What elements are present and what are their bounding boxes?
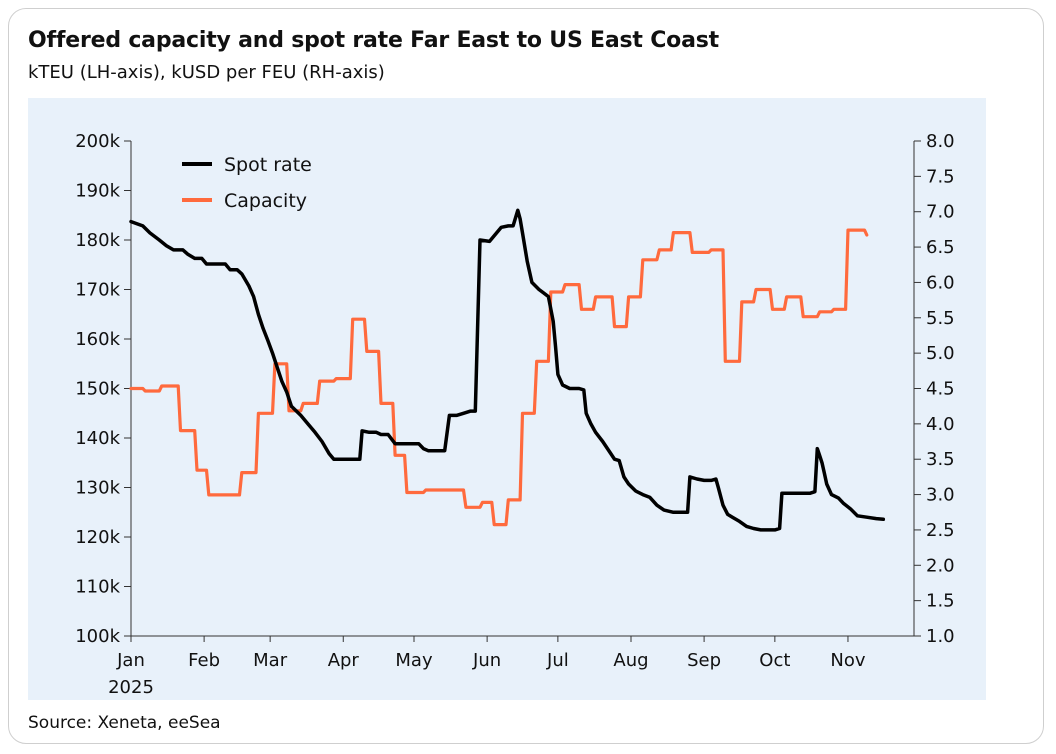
y-left-tick-label: 120k [75,527,120,548]
series-group [129,208,886,532]
x-tick-label: Mar [253,650,288,671]
y-left-tick-label: 140k [75,428,120,449]
y-left-tick-label: 200k [75,131,120,152]
legend: Spot rate Capacity [182,154,312,212]
y-right-tick-label: 1.0 [926,626,955,647]
series-line-spot-rate [129,208,886,532]
y-right-tick-label: 3.5 [926,449,955,470]
x-tick-label: Aug [613,650,648,671]
x-tick-label: Feb [188,650,220,671]
axes-group: 100k 110k 120k 130k 140k 150k 160k 170k 180k 190k… [75,131,954,698]
chart-subtitle: kTEU (LH-axis), kUSD per FEU (RH-axis) [28,62,385,83]
x-tick-label: Sep [687,650,721,671]
y-left-tick-label: 160k [75,329,120,350]
x-tick-label: Apr [328,650,360,671]
y-right-tick-label: 8.0 [926,131,955,152]
y-left-tick-label: 130k [75,478,120,499]
y-left-tick-label: 180k [75,230,120,251]
y-right-tick-label: 4.5 [926,379,955,400]
y-right-tick-label: 7.5 [926,166,955,187]
x-tick-label: Jun [472,650,501,671]
y-right-tick-label: 1.5 [926,591,955,612]
y-right-tick-label: 5.5 [926,308,955,329]
y-left-tick-label: 110k [75,577,120,598]
legend-label-spot-rate: Spot rate [224,154,312,176]
x-tick-label: Jul [546,650,569,671]
y-right-tick-label: 6.5 [926,237,955,258]
y-left-tick-label: 190k [75,181,120,202]
y-right-tick-label: 3.0 [926,485,955,506]
x-tick-label: Oct [759,650,790,671]
legend-label-capacity: Capacity [224,190,307,212]
x-year-label: 2025 [108,677,154,698]
y-left-tick-label: 100k [75,626,120,647]
chart-title: Offered capacity and spot rate Far East … [28,28,719,53]
y-right-tick-label: 2.5 [926,520,955,541]
y-right-tick-label: 2.0 [926,555,955,576]
source-note: Source: Xeneta, eeSea [28,713,221,733]
y-right-tick-label: 6.0 [926,272,955,293]
x-tick-label: Jan [116,650,145,671]
y-right-tick-label: 4.0 [926,414,955,435]
y-left-tick-label: 150k [75,379,120,400]
y-right-tick-label: 7.0 [926,202,955,223]
x-tick-label: May [395,650,433,671]
series-line-capacity [129,228,869,527]
x-tick-label: Nov [830,650,865,671]
y-right-tick-label: 5.0 [926,343,955,364]
y-left-tick-label: 170k [75,280,120,301]
